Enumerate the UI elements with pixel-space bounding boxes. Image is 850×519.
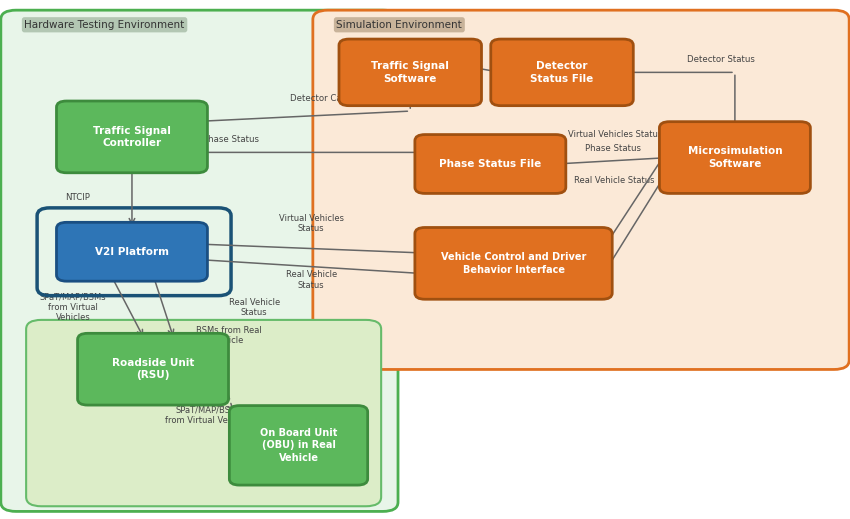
Text: On Board Unit
(OBU) in Real
Vehicle: On Board Unit (OBU) in Real Vehicle [260, 428, 337, 463]
FancyBboxPatch shape [415, 134, 566, 194]
Text: Phase Status: Phase Status [203, 135, 259, 144]
FancyBboxPatch shape [339, 39, 481, 106]
Text: Phase Status File: Phase Status File [439, 159, 541, 169]
Text: Traffic Signal
Controller: Traffic Signal Controller [93, 126, 171, 148]
FancyBboxPatch shape [313, 10, 849, 370]
Text: Virtual Vehicles
Status: Virtual Vehicles Status [279, 214, 343, 233]
FancyBboxPatch shape [660, 121, 810, 194]
Text: Phase Status: Phase Status [585, 144, 641, 153]
Text: NTCIP: NTCIP [65, 193, 89, 202]
Text: V2I Platform: V2I Platform [95, 247, 169, 257]
Text: Hardware Testing Environment: Hardware Testing Environment [25, 20, 184, 30]
Text: Real Vehicle Status: Real Vehicle Status [575, 176, 655, 185]
Text: Real Vehicle
Status: Real Vehicle Status [229, 297, 280, 317]
FancyBboxPatch shape [230, 405, 368, 485]
FancyBboxPatch shape [490, 39, 633, 106]
FancyBboxPatch shape [77, 333, 229, 405]
FancyBboxPatch shape [56, 101, 207, 173]
Text: SPaT/MAP/BSMs
from Virtual
Vehicles: SPaT/MAP/BSMs from Virtual Vehicles [40, 292, 106, 322]
Text: BSMs from Real
Vehicle: BSMs from Real Vehicle [196, 326, 262, 345]
Text: Vehicle Control and Driver
Behavior Interface: Vehicle Control and Driver Behavior Inte… [441, 252, 586, 275]
Text: SPaT/MAP/BSMs
from Virtual Vehicles: SPaT/MAP/BSMs from Virtual Vehicles [165, 406, 252, 426]
Text: Traffic Signal
Software: Traffic Signal Software [371, 61, 449, 84]
Text: Real Vehicle
Status: Real Vehicle Status [286, 270, 337, 290]
Text: Simulation Environment: Simulation Environment [337, 20, 462, 30]
Text: Detector Calls: Detector Calls [290, 94, 351, 103]
Text: Virtual Vehicles Status: Virtual Vehicles Status [568, 130, 662, 139]
FancyBboxPatch shape [415, 227, 612, 299]
Text: Detector Status: Detector Status [688, 55, 755, 64]
Text: Microsimulation
Software: Microsimulation Software [688, 146, 782, 169]
FancyBboxPatch shape [26, 320, 381, 506]
FancyBboxPatch shape [1, 10, 398, 511]
Text: Detector
Status File: Detector Status File [530, 61, 593, 84]
FancyBboxPatch shape [56, 222, 207, 281]
Text: Roadside Unit
(RSU): Roadside Unit (RSU) [112, 358, 195, 380]
